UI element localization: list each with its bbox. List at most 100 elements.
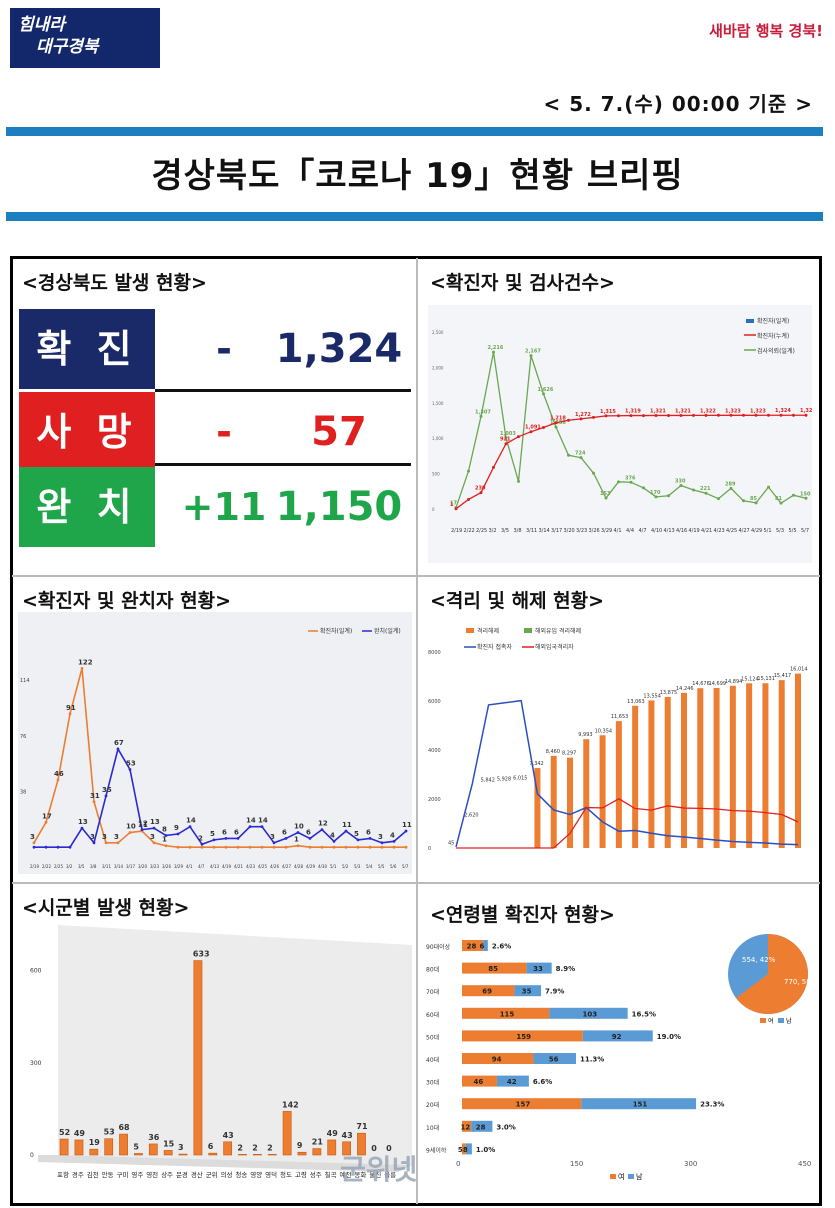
tests-xtick: 3/5	[501, 528, 509, 534]
rec-data-label: 6	[282, 828, 287, 836]
iso-bar	[615, 721, 622, 848]
rec-point	[164, 844, 168, 848]
rec-point	[200, 845, 204, 849]
rec-point	[320, 828, 324, 832]
tests-point	[767, 485, 770, 489]
rec-data-label: 46	[54, 770, 64, 778]
tests-point	[642, 486, 645, 490]
iso-data-label: 15,124	[741, 676, 759, 682]
iso-bar	[697, 688, 704, 848]
age-bar-male	[526, 962, 552, 974]
age-percent-label: 8.9%	[556, 965, 575, 973]
age-bar-male	[581, 1098, 697, 1110]
city-xtick: 의성	[221, 1170, 233, 1179]
rec-xtick: 5/2	[342, 864, 349, 869]
tests-xtick: 3/23	[576, 528, 587, 534]
age-legend-1: 남	[636, 1172, 643, 1181]
rec-xtick: 5/4	[366, 864, 373, 869]
iso-data-label: 16,014	[790, 667, 808, 673]
age-bar-female	[462, 940, 484, 951]
iso-data-label: 14,894	[725, 679, 743, 685]
rec-xtick: 4/23	[246, 864, 255, 869]
tests-point	[579, 456, 583, 460]
age-bar-female-label: 28	[467, 943, 477, 951]
iso-bar	[778, 680, 785, 848]
tests-data-label: 85	[750, 496, 757, 502]
rec-xtick: 2/22	[42, 864, 51, 869]
iso-data-label: 8,460	[546, 749, 560, 755]
age-ytick: 20대	[426, 1101, 439, 1109]
age-pie-female-slice	[736, 934, 808, 1014]
rec-xtick: 4/1	[186, 864, 193, 869]
tests-xtick: 5/7	[801, 528, 809, 534]
tests-point	[692, 488, 695, 492]
tests-xtick: 4/23	[714, 528, 725, 534]
age-bar-male-label: 56	[549, 1056, 559, 1064]
age-bar-male-label: 6	[480, 943, 485, 951]
tests-legend-0: 확진자(일계)	[757, 317, 789, 325]
city-bar	[89, 1148, 99, 1156]
rec-point	[248, 845, 252, 849]
isolation-legend-1: 해외유입 격리해제	[535, 627, 581, 635]
tests-point	[542, 392, 545, 396]
tests-data-label: 1,321	[650, 408, 666, 414]
tests-ytick: 500	[432, 472, 440, 477]
stat-row-confirmed: 확 진 - 1,324	[19, 309, 411, 389]
rec-point	[116, 747, 120, 751]
iso-bar	[534, 768, 541, 848]
tests-data-label: 1,091	[525, 425, 541, 431]
city-data-label: 6	[208, 1142, 214, 1151]
age-bar-female-label: 46	[473, 1078, 483, 1086]
deaths-value: 57	[311, 409, 367, 455]
rec-point	[296, 831, 300, 834]
city-data-label: 53	[104, 1128, 115, 1137]
iso-data-label: 8,297	[562, 751, 576, 757]
tests-data-label: 1,272	[575, 412, 591, 418]
tests-data-label: 221	[700, 486, 711, 492]
rec-xtick: 3/14	[114, 864, 123, 869]
tests-point	[729, 413, 733, 417]
age-bar-female	[462, 1007, 550, 1019]
recovered-label: 완 치	[19, 467, 155, 547]
tests-point	[467, 497, 470, 501]
isolation-title: <격리 및 해제 현황>	[430, 590, 605, 612]
age-percent-label: 16.5%	[632, 1010, 656, 1018]
top-rule	[6, 127, 823, 136]
tests-point	[504, 442, 508, 446]
confirmed-value: 1,324	[275, 326, 403, 372]
age-percent-label: 2.6%	[492, 943, 511, 951]
tests-point	[454, 507, 458, 511]
rec-point	[200, 842, 204, 846]
city-data-label: 43	[223, 1131, 234, 1140]
confirmed-delta: -	[216, 327, 232, 371]
iso-data-label: 11,653	[611, 714, 629, 720]
tests-point	[604, 496, 608, 500]
rec-point	[104, 841, 108, 845]
rec-point	[332, 845, 336, 849]
rec-point	[260, 825, 264, 829]
confirmed-label: 확 진	[19, 309, 155, 389]
rec-xtick: 4/21	[234, 864, 243, 869]
rec-data-label: 9	[174, 824, 179, 832]
stat-row-deaths: 사 망 - 57	[19, 392, 411, 472]
age-ytick: 40대	[426, 1056, 439, 1064]
rec-xtick: 3/5	[78, 864, 85, 869]
city-data-label: 71	[356, 1122, 368, 1131]
rec-data-label: 3	[378, 833, 383, 841]
age-pie-legend-0: 여	[768, 1017, 774, 1025]
rec-ytick: 76	[20, 734, 26, 740]
age-bar-female	[462, 1120, 472, 1132]
watermark: 군위넷	[340, 1153, 418, 1186]
tests-xtick: 4/16	[676, 528, 687, 534]
rec-data-label: 12	[138, 820, 148, 828]
rec-point	[32, 841, 36, 845]
rec-data-label: 12	[318, 820, 328, 828]
city-bar	[208, 1152, 218, 1156]
city-data-label: 21	[312, 1138, 324, 1147]
rec-xtick: 4/13	[210, 864, 219, 869]
city-xtick: 경산	[191, 1170, 203, 1179]
tests-point	[792, 493, 795, 497]
city-bar	[148, 1143, 158, 1156]
rec-point	[248, 825, 252, 829]
age-bar-female-label: 85	[488, 965, 498, 973]
